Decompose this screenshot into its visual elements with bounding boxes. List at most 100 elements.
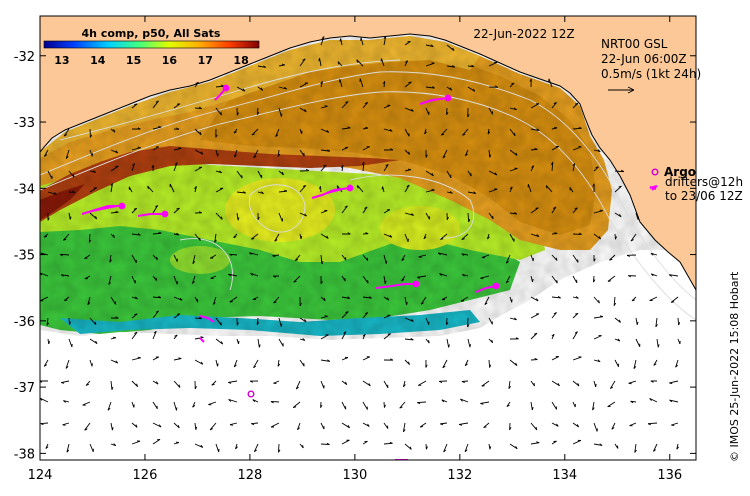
current-vector-head [630, 400, 634, 404]
current-vector [215, 359, 218, 367]
current-vector [446, 44, 455, 51]
current-vector-head [88, 239, 92, 243]
x-tick-label: 128 [238, 468, 263, 483]
current-vector-head [236, 322, 239, 326]
current-vector-head [387, 333, 391, 335]
current-vector [319, 58, 322, 67]
current-vector [341, 254, 347, 261]
x-tick-label: 124 [28, 468, 53, 483]
current-vector-head [110, 183, 113, 187]
current-vector-head [134, 331, 138, 334]
current-vector [551, 254, 558, 261]
current-vector-head [553, 102, 557, 105]
current-vector [341, 296, 351, 300]
current-vector [383, 209, 391, 214]
current-vector [253, 149, 259, 159]
current-vector [509, 443, 518, 450]
current-vector-head [385, 260, 388, 264]
current-vector-head [249, 380, 254, 383]
argo-float-marker [247, 390, 255, 398]
current-vector-head [220, 112, 222, 116]
current-vector-head [228, 381, 232, 384]
current-vector [84, 422, 91, 431]
current-vector-head [437, 252, 441, 256]
current-vector [215, 187, 224, 193]
current-vector-head [365, 126, 369, 129]
current-vector-head [480, 402, 484, 405]
current-vector [320, 164, 327, 172]
current-vector [173, 380, 181, 388]
current-vector-head [302, 58, 306, 61]
current-vector-head [137, 356, 141, 359]
current-vector [229, 296, 238, 303]
current-vector [509, 233, 515, 242]
current-vector-head [578, 232, 582, 235]
current-vector-head [242, 88, 246, 92]
current-vector-head [534, 358, 538, 360]
current-vector [445, 317, 448, 325]
vector-scale-arrow [608, 86, 635, 94]
current-vector-head [401, 279, 405, 282]
current-vector [362, 312, 369, 319]
current-vector [47, 191, 57, 195]
current-vector-head [575, 312, 579, 315]
current-vector [131, 313, 138, 319]
x-tick-label: 132 [447, 468, 472, 483]
current-vector [488, 359, 491, 368]
current-vector-head [634, 449, 637, 453]
plot-frame [39, 15, 697, 461]
current-vector [341, 205, 348, 214]
current-vector-head [345, 311, 349, 314]
current-vector [173, 358, 182, 361]
current-vector-head [595, 166, 599, 169]
current-vector-head [220, 216, 223, 220]
current-vector [446, 65, 455, 68]
current-vector-head [381, 186, 384, 190]
current-vector [173, 296, 183, 301]
current-vector-head [506, 260, 509, 264]
current-vector-head [531, 165, 535, 168]
current-vector [551, 401, 557, 410]
current-vector [215, 212, 223, 220]
current-vector-head [399, 406, 403, 409]
current-vector [677, 317, 680, 326]
current-vector-head [390, 358, 394, 361]
current-vector-head [653, 449, 657, 452]
current-vector-head [72, 174, 75, 178]
current-vector [152, 296, 162, 299]
current-vector-head [403, 384, 406, 388]
current-vector-head [60, 274, 64, 277]
current-vector-head [578, 126, 582, 129]
current-vector-head [389, 128, 393, 132]
current-vector [572, 207, 578, 214]
current-vector [68, 338, 73, 348]
current-vector-head [628, 275, 632, 278]
current-vector [669, 399, 679, 403]
current-vector [669, 380, 679, 384]
current-vector-head [599, 209, 603, 212]
current-vector [215, 338, 223, 345]
current-vector [320, 210, 328, 214]
current-vector-head [229, 424, 234, 426]
current-vector-head [135, 424, 138, 428]
current-vector [383, 104, 391, 109]
current-vector-head [280, 113, 283, 117]
current-vector [440, 128, 448, 136]
current-vector [253, 443, 259, 452]
current-vector [299, 212, 307, 217]
x-tick-label: 126 [133, 468, 158, 483]
current-vector [341, 127, 351, 130]
current-vector-head [194, 385, 197, 390]
current-vector-head [200, 151, 204, 155]
current-vector-head [425, 364, 428, 368]
current-vector [208, 401, 217, 405]
current-vector-head [406, 301, 408, 306]
current-vector [425, 212, 430, 220]
current-vector [320, 315, 328, 319]
current-vector-head [95, 216, 98, 220]
current-vector-head [281, 171, 284, 176]
current-vector-head [461, 238, 465, 240]
current-vector-head [257, 216, 260, 220]
current-vector-head [383, 35, 387, 39]
current-vector [440, 233, 448, 240]
